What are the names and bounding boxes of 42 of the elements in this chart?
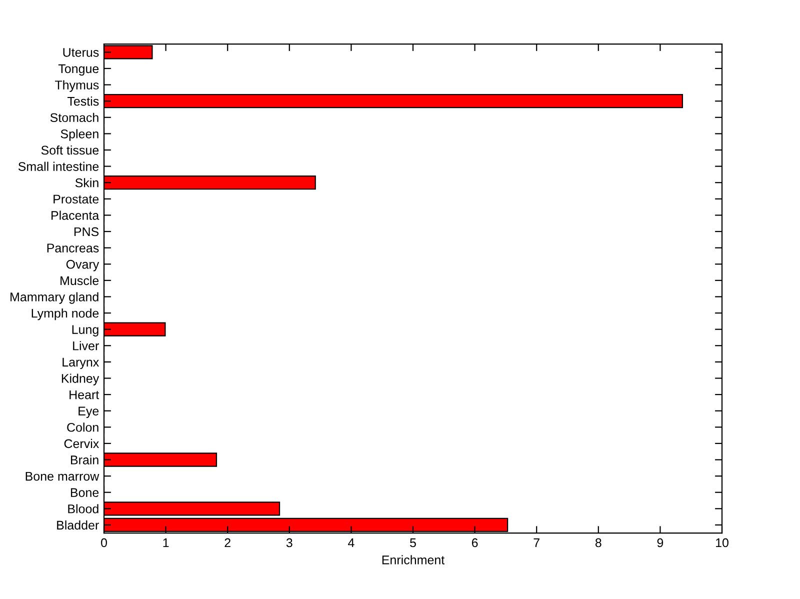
y-tick-label: Small intestine xyxy=(18,162,99,171)
x-tick-label: 3 xyxy=(286,538,292,548)
y-tick-label: Testis xyxy=(67,96,99,106)
y-tick-label: Spleen xyxy=(60,129,98,141)
x-tick-label: 10 xyxy=(716,538,728,548)
y-tick-label: Liver xyxy=(73,341,99,350)
y-tick-label: Eye xyxy=(78,406,99,418)
y-tick-label: Uterus xyxy=(63,48,99,57)
x-tick-label: 4 xyxy=(348,538,354,548)
y-tick-label: Ovary xyxy=(66,260,100,272)
y-tick-label: Prostate xyxy=(54,194,99,204)
y-tick-label: Thymus xyxy=(54,80,99,92)
y-tick-label: Pancreas xyxy=(47,244,99,252)
y-tick-label: Lung xyxy=(72,325,98,336)
x-tick-label: 8 xyxy=(595,538,602,548)
y-tick-label: Muscle xyxy=(60,276,99,286)
x-tick-label: 6 xyxy=(472,538,478,548)
y-tick-label: Bone marrow xyxy=(26,472,100,481)
y-tick-label: Mammary gland xyxy=(10,292,98,304)
y-tick-label: Kidney xyxy=(62,374,100,386)
y-tick-label: Blood xyxy=(68,504,98,514)
y-tick-label: Larynx xyxy=(62,358,100,370)
y-tick-label: Heart xyxy=(70,390,100,400)
y-tick-label: Stomach xyxy=(50,112,98,122)
x-tick-label: 2 xyxy=(224,538,230,548)
x-tick-label: 7 xyxy=(534,538,540,548)
y-tick-label: Bladder xyxy=(57,520,99,530)
y-tick-label: Colon xyxy=(67,422,98,432)
y-tick-label: PNS xyxy=(74,227,99,236)
y-tick-label: Soft tissue xyxy=(41,145,99,155)
y-tick-label: Bone xyxy=(70,488,99,498)
y-tick-label: Skin xyxy=(75,178,98,188)
x-tick-label: 5 xyxy=(410,538,416,548)
x-axis-title: Enrichment xyxy=(382,555,445,564)
x-tick-label: 1 xyxy=(163,538,169,548)
y-tick-label: Placenta xyxy=(52,210,100,220)
y-tick-label: Brain xyxy=(70,455,98,464)
y-tick-label: Lymph node xyxy=(32,308,99,320)
y-tick-label: Tongue xyxy=(58,64,99,76)
x-tick-label: 9 xyxy=(657,538,664,548)
x-tick-label: 0 xyxy=(101,538,107,548)
y-tick-label: Cervix xyxy=(64,438,100,448)
